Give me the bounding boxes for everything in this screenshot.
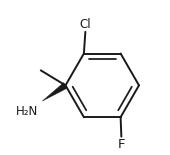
Text: F: F [118, 138, 125, 151]
Text: H₂N: H₂N [16, 105, 39, 118]
Text: Cl: Cl [80, 18, 91, 31]
Polygon shape [42, 83, 67, 101]
